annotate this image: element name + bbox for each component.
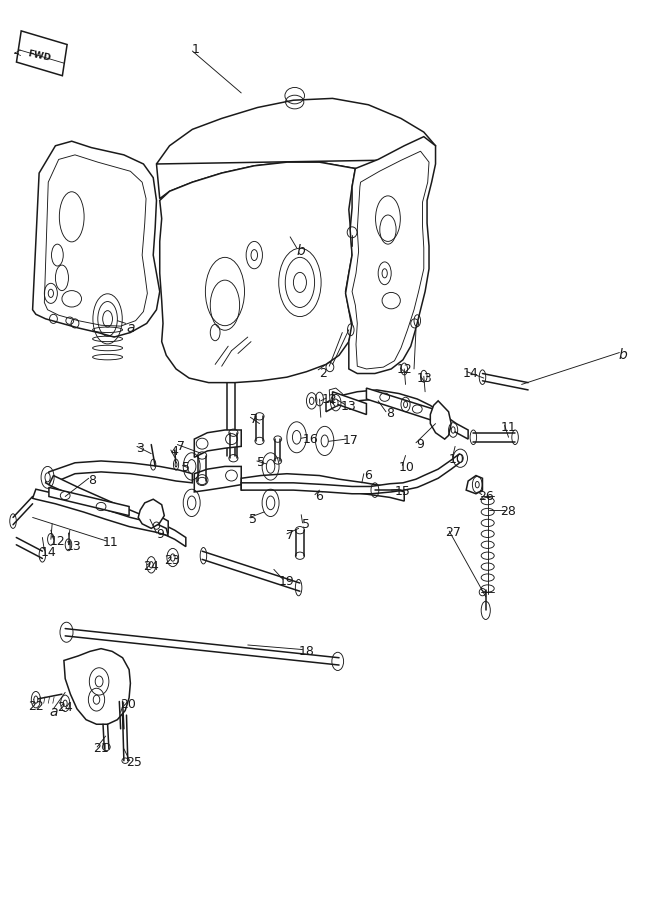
Ellipse shape bbox=[321, 435, 328, 446]
Polygon shape bbox=[145, 516, 168, 533]
Text: 10: 10 bbox=[398, 461, 414, 474]
Text: 13: 13 bbox=[341, 400, 357, 413]
Ellipse shape bbox=[382, 269, 387, 278]
Text: 17: 17 bbox=[342, 435, 358, 447]
Ellipse shape bbox=[48, 289, 53, 297]
Text: 19: 19 bbox=[279, 575, 295, 588]
Text: 5: 5 bbox=[257, 456, 265, 469]
Text: 25: 25 bbox=[126, 756, 141, 769]
Ellipse shape bbox=[451, 426, 455, 433]
Polygon shape bbox=[333, 392, 366, 415]
Polygon shape bbox=[329, 388, 342, 406]
Text: 8: 8 bbox=[386, 407, 394, 420]
Ellipse shape bbox=[175, 463, 177, 466]
Text: 28: 28 bbox=[501, 506, 516, 518]
Text: 1: 1 bbox=[192, 43, 200, 56]
Text: 22: 22 bbox=[28, 700, 44, 712]
Polygon shape bbox=[138, 499, 164, 528]
Text: a: a bbox=[49, 705, 58, 720]
Ellipse shape bbox=[34, 696, 38, 703]
Text: 15: 15 bbox=[395, 485, 411, 497]
Text: 3: 3 bbox=[136, 442, 144, 455]
Text: 16: 16 bbox=[303, 433, 318, 445]
Text: 12: 12 bbox=[50, 535, 65, 548]
Ellipse shape bbox=[457, 454, 463, 462]
Text: 7: 7 bbox=[177, 440, 185, 453]
Text: 11: 11 bbox=[103, 537, 119, 549]
Text: 6: 6 bbox=[364, 469, 372, 482]
Text: 27: 27 bbox=[445, 527, 461, 539]
Polygon shape bbox=[33, 141, 160, 337]
Ellipse shape bbox=[187, 459, 196, 474]
Text: 20: 20 bbox=[120, 698, 136, 711]
Polygon shape bbox=[49, 487, 129, 516]
Text: 7: 7 bbox=[250, 413, 258, 425]
Text: b: b bbox=[297, 243, 306, 258]
Text: 6: 6 bbox=[316, 490, 323, 503]
Ellipse shape bbox=[170, 554, 175, 561]
Text: 12: 12 bbox=[322, 394, 338, 406]
Polygon shape bbox=[241, 454, 460, 494]
Text: 13: 13 bbox=[66, 540, 82, 553]
Text: 21: 21 bbox=[93, 742, 109, 755]
Text: 11: 11 bbox=[501, 421, 516, 434]
Polygon shape bbox=[194, 430, 241, 457]
Text: 24: 24 bbox=[143, 560, 159, 573]
Polygon shape bbox=[49, 476, 186, 547]
Text: 7: 7 bbox=[286, 529, 294, 542]
Bar bbox=[16, 31, 67, 76]
Polygon shape bbox=[194, 466, 241, 492]
Ellipse shape bbox=[404, 401, 408, 407]
Text: 5: 5 bbox=[303, 518, 310, 531]
Ellipse shape bbox=[95, 676, 103, 687]
Ellipse shape bbox=[333, 399, 338, 406]
Text: 4: 4 bbox=[171, 445, 179, 458]
Text: 9: 9 bbox=[416, 438, 424, 451]
Polygon shape bbox=[346, 137, 436, 374]
Ellipse shape bbox=[266, 459, 274, 474]
Text: 2: 2 bbox=[319, 367, 327, 380]
Ellipse shape bbox=[266, 496, 274, 510]
Text: 10: 10 bbox=[449, 453, 464, 466]
Text: 13: 13 bbox=[417, 372, 432, 384]
Ellipse shape bbox=[45, 473, 50, 482]
Polygon shape bbox=[241, 474, 404, 501]
Polygon shape bbox=[64, 649, 130, 724]
Text: a: a bbox=[126, 321, 135, 335]
Text: 5: 5 bbox=[249, 513, 257, 526]
Ellipse shape bbox=[293, 272, 306, 292]
Polygon shape bbox=[366, 388, 442, 424]
Polygon shape bbox=[46, 461, 192, 485]
Text: 14: 14 bbox=[463, 367, 479, 380]
Polygon shape bbox=[33, 489, 168, 536]
Ellipse shape bbox=[251, 250, 258, 261]
Polygon shape bbox=[160, 162, 355, 383]
Ellipse shape bbox=[475, 481, 479, 487]
Polygon shape bbox=[466, 476, 482, 494]
Text: 23: 23 bbox=[164, 554, 180, 567]
Text: 18: 18 bbox=[299, 645, 314, 658]
Text: 24: 24 bbox=[57, 701, 73, 714]
Text: b: b bbox=[618, 348, 627, 363]
Text: 5: 5 bbox=[182, 461, 190, 474]
Ellipse shape bbox=[93, 695, 100, 704]
Polygon shape bbox=[326, 390, 468, 439]
Ellipse shape bbox=[309, 397, 314, 404]
Text: 9: 9 bbox=[156, 528, 164, 541]
Ellipse shape bbox=[149, 561, 153, 568]
Text: 14: 14 bbox=[41, 546, 57, 558]
Ellipse shape bbox=[63, 700, 67, 707]
Text: 8: 8 bbox=[89, 474, 96, 486]
Polygon shape bbox=[156, 98, 436, 164]
Ellipse shape bbox=[187, 496, 196, 510]
Polygon shape bbox=[430, 401, 451, 439]
Polygon shape bbox=[156, 109, 430, 199]
Text: FWD: FWD bbox=[27, 49, 52, 64]
Text: 12: 12 bbox=[396, 363, 412, 376]
Ellipse shape bbox=[292, 430, 301, 444]
Text: 26: 26 bbox=[478, 490, 494, 503]
